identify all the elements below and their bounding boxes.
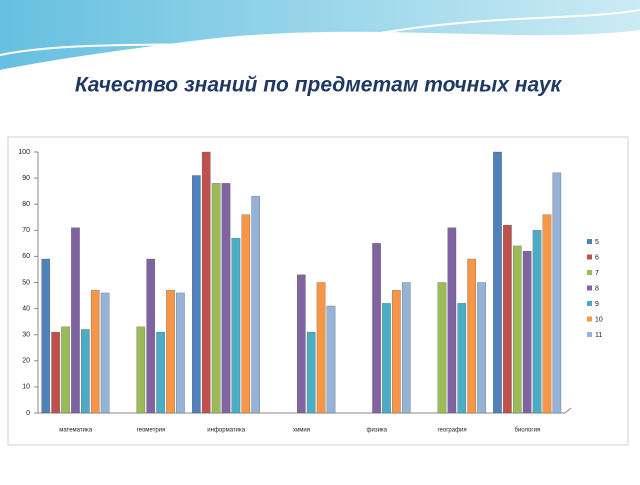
bar	[532, 230, 542, 414]
legend-swatch	[587, 316, 592, 322]
y-tick-label: 80	[22, 201, 30, 208]
bar	[401, 282, 411, 414]
legend-swatch	[587, 285, 592, 291]
bar	[297, 274, 306, 414]
y-tick-label: 90	[22, 175, 30, 182]
bar	[477, 282, 486, 414]
bar	[41, 258, 51, 414]
bar	[166, 290, 175, 414]
bar	[146, 258, 156, 414]
legend-label: 10	[595, 316, 603, 323]
decor-line	[0, 9, 640, 56]
bar	[136, 326, 146, 414]
x-tick-label: информатика	[207, 428, 245, 434]
y-tick-label: 30	[22, 332, 30, 339]
legend-label: 9	[595, 301, 599, 308]
y-tick-label: 0	[26, 410, 30, 417]
legend-swatch	[587, 239, 592, 244]
bar	[221, 183, 231, 414]
bar	[512, 245, 522, 414]
bar	[251, 196, 260, 414]
bar	[326, 305, 336, 414]
bar	[192, 175, 201, 414]
y-tick-label: 40	[22, 305, 30, 312]
bar	[81, 329, 90, 414]
bar	[372, 243, 381, 414]
bar	[100, 292, 110, 414]
chart: 0 10 20 30 40 50 60 70 80 90 100 математика геометри…	[18, 149, 603, 434]
legend-label: 7	[595, 270, 599, 277]
legend-label: 8	[595, 285, 599, 292]
y-tick-label: 50	[22, 279, 30, 286]
bar	[61, 326, 70, 414]
legend-swatch	[587, 332, 592, 337]
bar	[382, 303, 391, 414]
x-tick-label: физика	[367, 428, 388, 434]
decor-wave	[0, 0, 640, 70]
legend-swatch	[587, 301, 592, 306]
legend-swatch	[587, 254, 592, 260]
x-tick-label: химия	[293, 428, 310, 434]
y-tick-label: 20	[22, 358, 30, 365]
bar	[211, 183, 221, 414]
x-tick-label: география	[438, 428, 467, 434]
legend-swatch	[587, 270, 592, 275]
bar	[156, 331, 165, 414]
bar	[522, 251, 532, 414]
bar	[467, 258, 476, 414]
chart-title: Качество знаний по предметам точных наук	[75, 74, 563, 97]
bar	[552, 172, 562, 414]
bar	[306, 331, 316, 414]
x-tick-label: биология	[515, 428, 541, 434]
legend-label: 5	[595, 239, 599, 246]
bar	[437, 282, 447, 414]
bar	[493, 151, 502, 414]
bar	[231, 237, 241, 414]
bar	[542, 214, 552, 414]
x-tick-label: геометрия	[137, 428, 166, 434]
legend-label: 6	[595, 254, 599, 261]
y-tick-label: 100	[18, 149, 30, 156]
legend-label: 11	[595, 332, 602, 339]
bar	[392, 290, 401, 414]
bar	[90, 290, 100, 414]
y-tick-label: 70	[22, 227, 30, 234]
bar	[457, 303, 467, 414]
bar	[316, 282, 326, 414]
bar	[241, 214, 251, 414]
y-tick-label: 10	[22, 384, 30, 391]
bar	[503, 224, 512, 414]
bar	[71, 227, 80, 414]
bar	[176, 292, 185, 414]
bar	[51, 331, 60, 414]
bar	[447, 227, 457, 414]
x-tick-label: математика	[59, 428, 93, 434]
bar	[201, 151, 211, 414]
y-tick-label: 60	[22, 253, 30, 260]
